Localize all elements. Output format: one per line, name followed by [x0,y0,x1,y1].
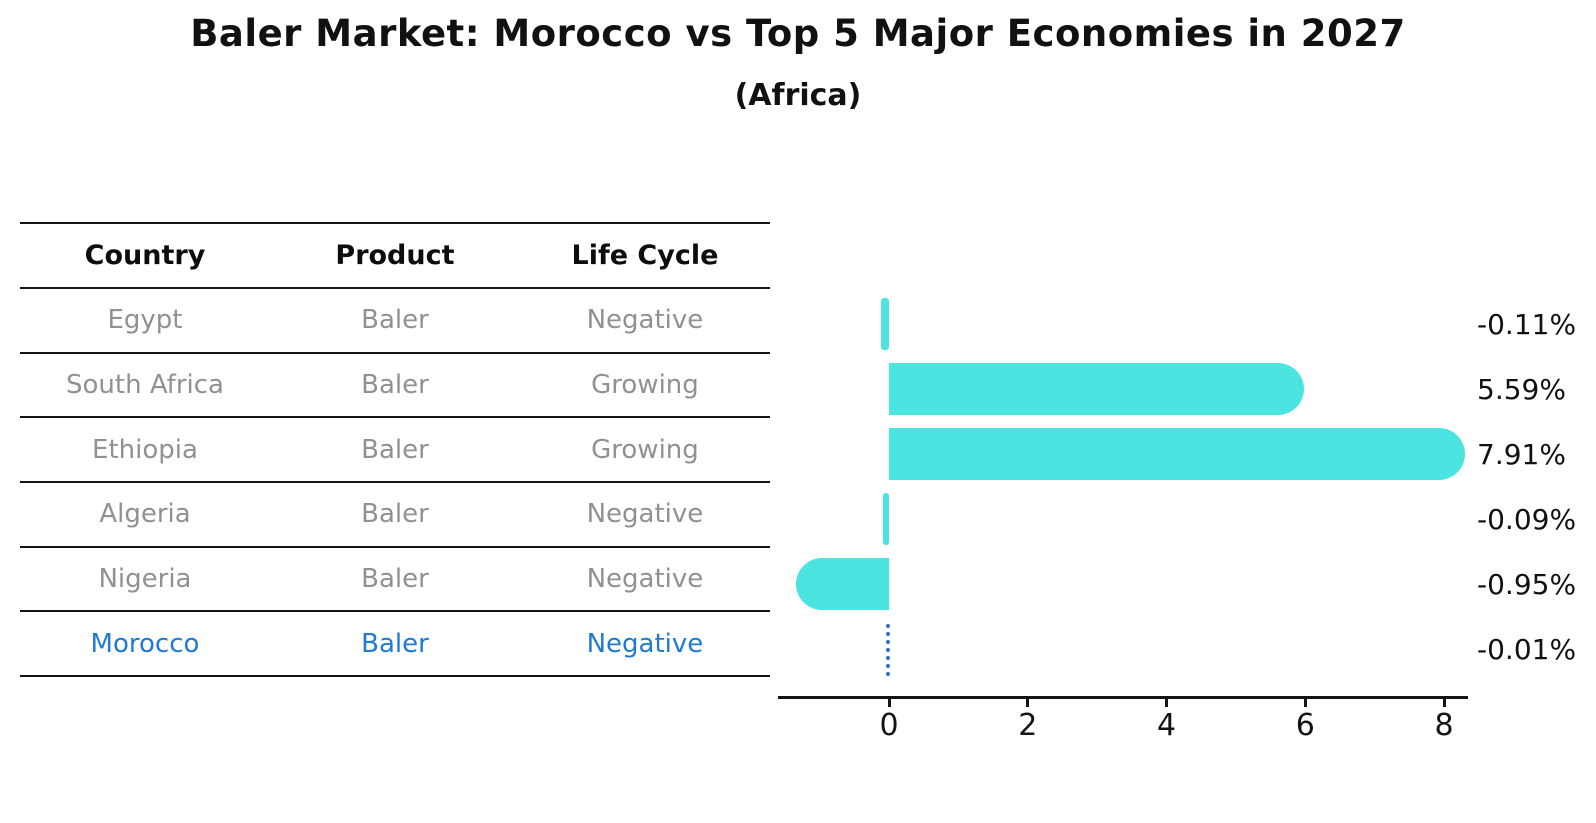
chart-subtitle: (Africa) [734,78,862,113]
x-axis-tick [1165,697,1169,707]
chart-title: Baler Market: Morocco vs Top 5 Major Eco… [190,12,1406,55]
country-table: Country Product Life Cycle Egypt Baler N… [20,222,770,677]
cell-life-cycle: Growing [591,369,699,400]
cell-country: Egypt [107,305,183,336]
cell-life-cycle: Negative [586,499,704,530]
bar-value-label: -0.95% [1477,567,1577,601]
x-axis-tick-label: 8 [1434,708,1454,743]
cell-product: Baler [361,369,429,400]
cell-country: South Africa [66,369,224,400]
column-header-product: Product [335,240,455,271]
x-axis-tick [1303,697,1307,707]
cell-product: Baler [361,499,429,530]
cell-product: Baler [361,434,429,465]
x-axis-tick [887,697,891,707]
cell-product: Baler [361,563,429,594]
table-row: Egypt Baler Negative [20,289,770,354]
cell-country: Algeria [99,499,191,530]
bar-value-label: 5.59% [1477,372,1566,406]
table-row-morocco: Morocco Baler Negative [20,612,770,677]
cell-life-cycle: Negative [586,305,704,336]
x-axis-tick-label: 0 [879,708,899,743]
bar-algeria [882,493,889,546]
table-row: Algeria Baler Negative [20,483,770,548]
cell-country: Morocco [90,628,200,659]
x-axis-line [778,696,1468,699]
bar-value-label: -0.01% [1477,633,1577,666]
bar-south-africa [889,363,1304,416]
bar-nigeria [796,558,889,611]
cell-life-cycle: Growing [591,434,699,465]
x-axis-tick-label: 6 [1295,708,1315,743]
bar-egypt [881,298,889,350]
cell-product: Baler [361,628,429,659]
cell-life-cycle: Negative [586,628,704,659]
table-header-row: Country Product Life Cycle [20,222,770,289]
cell-country: Ethiopia [92,434,198,465]
bar-value-label: -0.09% [1477,502,1577,536]
cell-life-cycle: Negative [586,563,704,594]
x-axis-tick [1442,697,1446,707]
cell-country: Nigeria [98,563,192,594]
table-row: South Africa Baler Growing [20,354,770,419]
x-axis-tick-label: 4 [1156,708,1177,743]
x-axis-tick-label: 2 [1018,708,1038,743]
table-row: Nigeria Baler Negative [20,548,770,613]
bar-morocco [886,623,890,676]
bar-value-label: -0.11% [1477,307,1577,341]
column-header-country: Country [84,240,206,271]
cell-product: Baler [361,305,429,336]
x-axis-tick [1026,697,1030,707]
table-row: Ethiopia Baler Growing [20,418,770,483]
column-header-life-cycle: Life Cycle [571,240,719,271]
bar-ethiopia [889,428,1465,481]
bar-value-label: 7.91% [1477,437,1566,471]
